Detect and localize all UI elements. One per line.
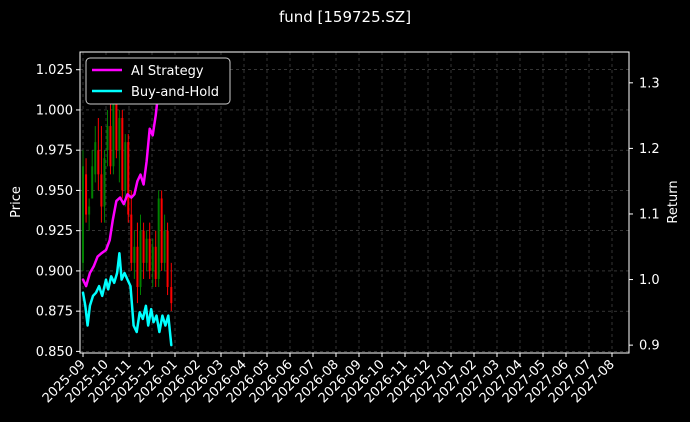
return-axis: 0.9 1.0 1.1 1.2 1.3: [629, 76, 660, 354]
candle-body: [100, 174, 103, 207]
candle-body: [148, 238, 151, 271]
candle-body: [85, 174, 88, 215]
return-axis-label: Return: [666, 180, 681, 223]
candle-body: [118, 117, 121, 151]
plot-frame: [79, 51, 630, 354]
candle-body: [133, 246, 136, 263]
candle-body: [136, 246, 139, 288]
return-tick-label: 1.3: [639, 76, 660, 91]
candle-body: [109, 126, 112, 167]
price-tick-label: 1.000: [36, 103, 73, 118]
return-tick-label: 1.0: [639, 273, 660, 288]
candle-body: [139, 230, 142, 288]
candle-body: [127, 142, 130, 215]
candle-body: [160, 198, 163, 263]
price-axis-label: Price: [9, 186, 24, 218]
candle-body: [112, 101, 115, 167]
legend-label-buy-and-hold: Buy-and-Hold: [131, 85, 219, 100]
price-axis: 0.850 0.875 0.900 0.925 0.950 0.975 1.000 1.025: [36, 63, 80, 360]
candle-body: [157, 198, 160, 279]
buy-and-hold-line: [81, 252, 173, 347]
candlesticks: [82, 93, 173, 312]
return-tick-label: 1.1: [639, 207, 660, 222]
candle-body: [88, 206, 91, 215]
candle-body: [91, 166, 94, 199]
candle-body: [82, 166, 84, 263]
candle-body: [103, 158, 106, 207]
return-tick-label: 1.2: [639, 142, 660, 157]
price-tick-label: 0.875: [36, 305, 73, 320]
candle-body: [106, 126, 109, 151]
price-tick-label: 0.950: [36, 184, 73, 199]
candle-body: [124, 142, 127, 191]
candle-body: [94, 142, 97, 175]
candle-body: [142, 230, 145, 263]
chart-title: fund [159725.SZ]: [279, 8, 411, 26]
candle-body: [154, 246, 157, 279]
candle-body: [121, 117, 124, 191]
price-tick-label: 0.850: [36, 345, 73, 360]
legend: AI Strategy Buy-and-Hold: [85, 57, 231, 105]
candle-body: [145, 238, 148, 263]
candle-body: [166, 230, 169, 288]
return-tick-label: 0.9: [639, 339, 660, 354]
price-tick-label: 0.900: [36, 264, 73, 279]
candle-body: [115, 101, 118, 151]
price-tick-label: 1.025: [36, 63, 73, 78]
candle-body: [163, 230, 166, 263]
legend-label-ai-strategy: AI Strategy: [131, 64, 204, 79]
candle-body: [170, 287, 173, 304]
price-tick-label: 0.925: [36, 224, 73, 239]
candle-body: [97, 150, 100, 175]
price-tick-label: 0.975: [36, 144, 73, 159]
candle-body: [151, 246, 154, 271]
candle-body: [130, 214, 133, 263]
